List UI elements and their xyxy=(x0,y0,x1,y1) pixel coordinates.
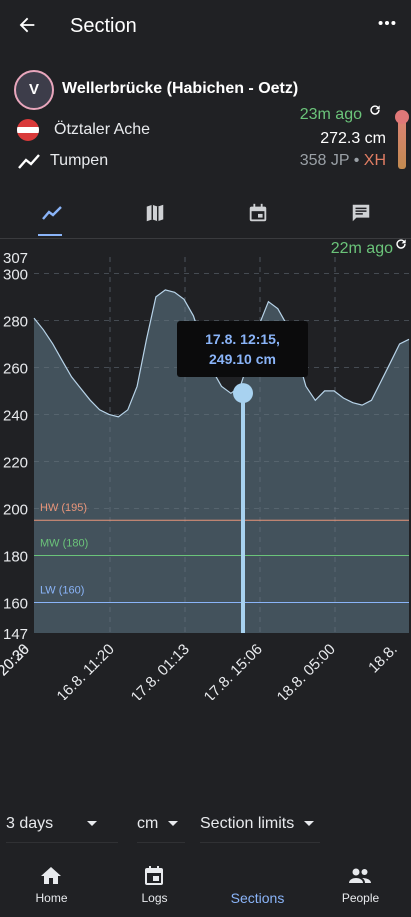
y-tick-label: 220 xyxy=(3,454,28,471)
tab-comments[interactable] xyxy=(309,190,411,236)
tab-map[interactable] xyxy=(103,190,206,236)
limit-label: LW (160) xyxy=(40,584,84,596)
tab-indicator xyxy=(38,234,62,236)
more-horiz-icon[interactable] xyxy=(375,12,399,40)
series-line xyxy=(33,289,410,418)
page-title: Section xyxy=(70,15,137,37)
app-bar: Section xyxy=(0,0,411,56)
x-tick-label: 16.8. 11:20 xyxy=(54,641,118,700)
grade-info: 358 JP • XH xyxy=(300,152,386,170)
chart-filters: 3 days cm Section limits xyxy=(0,808,411,843)
updated-time: 23m ago xyxy=(299,106,362,123)
range-value: 3 days xyxy=(6,815,54,832)
trend-line-icon xyxy=(17,151,41,171)
range-dropdown[interactable]: 3 days xyxy=(6,808,118,843)
grade-badge: XH xyxy=(363,152,386,169)
nav-sections[interactable]: Sections xyxy=(206,848,309,917)
river-name: Ötztaler Ache xyxy=(54,121,151,138)
arrow-back-icon[interactable] xyxy=(14,14,40,40)
logbook-icon xyxy=(145,866,163,885)
tab-bar xyxy=(0,190,411,239)
y-tick-label: 240 xyxy=(3,407,28,424)
chevron-down-icon xyxy=(304,821,315,827)
chevron-down-icon xyxy=(168,821,179,827)
people-icon xyxy=(349,868,371,883)
calendar-icon xyxy=(249,203,266,222)
chart-updated-time: 22m ago xyxy=(330,240,393,257)
nav-home-label: Home xyxy=(35,891,68,905)
refresh-icon[interactable] xyxy=(368,103,382,121)
limit-label: MW (180) xyxy=(40,537,88,549)
gauge-name: Tumpen xyxy=(50,152,109,169)
nav-people-label: People xyxy=(341,891,380,905)
x-tick-label: 18.8. 05:00 xyxy=(274,641,339,700)
chart-line-icon xyxy=(41,206,62,220)
y-tick-label: 200 xyxy=(3,501,28,518)
series-area xyxy=(34,289,409,633)
unit-value: cm xyxy=(137,815,159,832)
limits-dropdown[interactable]: Section limits xyxy=(200,808,320,843)
bottom-navigation: Home Logs Sections People xyxy=(0,848,411,917)
x-tick-label: 18.8. xyxy=(365,641,401,677)
y-tick-label: 160 xyxy=(3,595,28,612)
tab-chart[interactable] xyxy=(0,190,103,236)
chart-tooltip: 17.8. 12:15, 249.10 cm xyxy=(177,321,308,377)
y-tick-label: 180 xyxy=(3,548,28,565)
y-tick-label: 260 xyxy=(3,360,28,377)
avatar: V xyxy=(14,70,54,110)
x-tick-label: 17.8. 01:13 xyxy=(128,641,193,700)
nav-home[interactable]: Home xyxy=(0,848,103,917)
level-indicator-bar xyxy=(398,112,406,169)
nav-people[interactable]: People xyxy=(309,848,411,917)
limit-label: HW (195) xyxy=(40,502,87,514)
map-icon xyxy=(146,204,163,222)
tooltip-value: 249.10 cm xyxy=(209,351,276,367)
tooltip-time: 17.8. 12:15, xyxy=(205,331,280,347)
y-tick-label: 300 xyxy=(3,266,28,283)
y-tick-label: 280 xyxy=(3,313,28,330)
chart-refresh-icon[interactable] xyxy=(394,237,408,255)
y-tick-label: 147 xyxy=(3,626,28,643)
y-tick-label: 307 xyxy=(3,250,28,267)
tab-calendar[interactable] xyxy=(206,190,309,236)
tooltip-point xyxy=(233,383,253,404)
nav-logs-label: Logs xyxy=(141,891,168,905)
chevron-down-icon xyxy=(87,821,98,827)
x-tick-label: 15.8. 20:26 xyxy=(0,641,33,700)
nav-logs[interactable]: Logs xyxy=(103,848,206,917)
austria-flag-icon xyxy=(17,119,39,141)
level-indicator-knob xyxy=(395,110,409,124)
gauge-code: 358 JP • xyxy=(299,152,360,169)
section-name: Wellerbrücke (Habichen - Oetz) xyxy=(62,80,299,97)
limits-value: Section limits xyxy=(200,815,295,832)
nav-sections-label: Sections xyxy=(230,890,285,906)
unit-dropdown[interactable]: cm xyxy=(137,808,185,843)
home-icon xyxy=(41,867,61,884)
current-level: 272.3 cm xyxy=(320,130,386,147)
x-tick-label: 17.8. 15:06 xyxy=(201,641,266,700)
comment-icon xyxy=(352,204,369,222)
